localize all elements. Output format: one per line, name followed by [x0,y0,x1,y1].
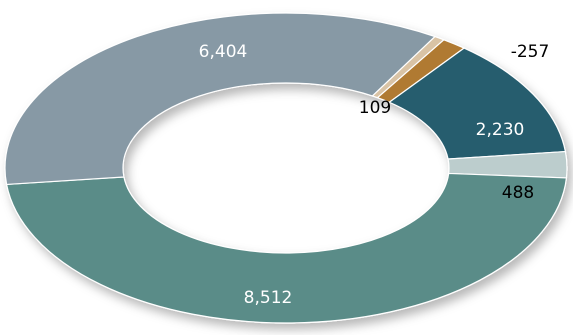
donut-slice-4 [5,172,568,324]
data-label-0: 109 [359,98,391,118]
data-label-4: 8,512 [244,288,293,308]
data-label-5: 6,404 [199,42,248,62]
donut-labels: 109 -257 2,230 488 8,512 6,404 [199,42,550,308]
donut-slice-5 [4,12,437,186]
data-label-2: 2,230 [476,120,525,140]
data-label-3: 488 [502,183,534,203]
donut-slices [4,12,568,324]
data-label-1: -257 [511,42,550,62]
